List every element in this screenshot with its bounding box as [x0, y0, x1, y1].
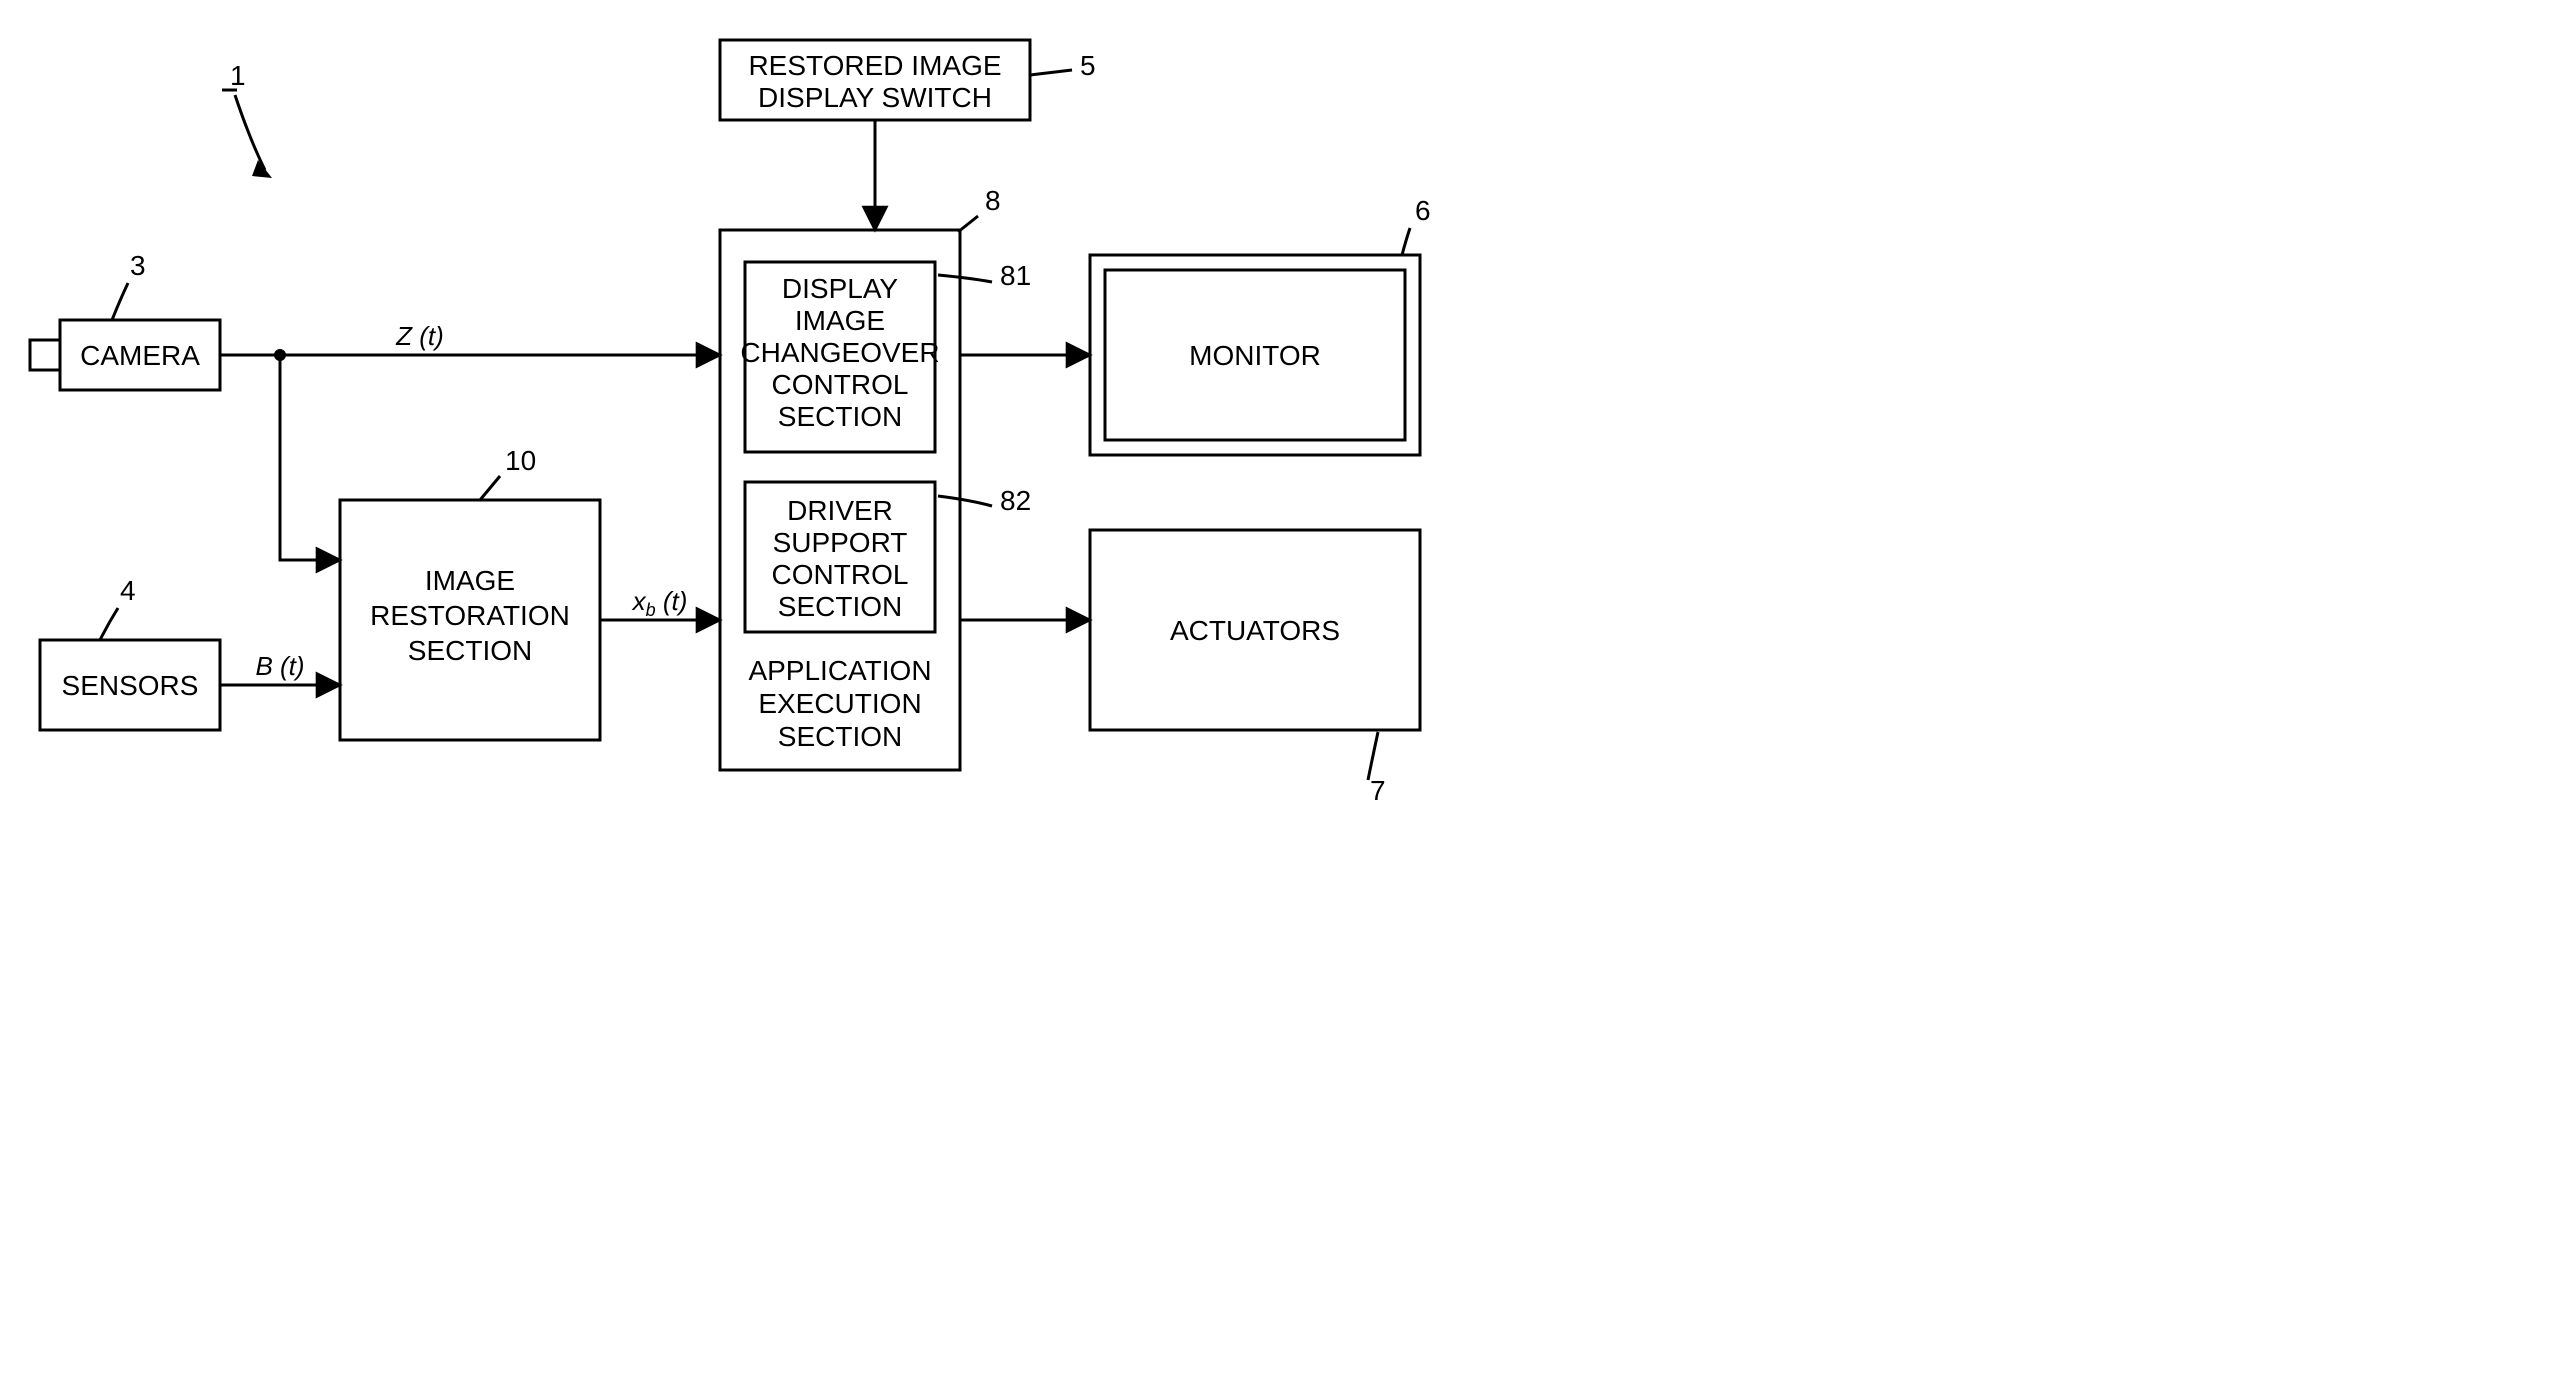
- ref-system: 1: [230, 60, 246, 91]
- ref-restore: 10: [505, 445, 536, 476]
- signal-xbt: xb (t): [631, 586, 688, 620]
- camera-lens: [30, 340, 60, 370]
- drvctrl-l3: CONTROL: [772, 559, 909, 590]
- signal-bt: B (t): [255, 651, 304, 681]
- ref-drvctrl-lead: [938, 496, 992, 506]
- ref-switch-lead: [1030, 70, 1072, 75]
- ref-sensors-lead: [100, 608, 118, 640]
- restore-line2: RESTORATION: [370, 600, 570, 631]
- ref-dispctrl-lead: [938, 275, 992, 282]
- ref-drvctrl: 82: [1000, 485, 1031, 516]
- dispctrl-l4: CONTROL: [772, 369, 909, 400]
- drvctrl-l2: SUPPORT: [773, 527, 908, 558]
- ref-monitor: 6: [1415, 195, 1431, 226]
- dispctrl-l3: CHANGEOVER: [740, 337, 939, 368]
- edge-camera-to-restore-real: [280, 355, 340, 560]
- ref-dispctrl: 81: [1000, 260, 1031, 291]
- ref-appexec-lead: [958, 216, 978, 232]
- ref-system-lead: [235, 95, 265, 170]
- actuators-label: ACTUATORS: [1170, 615, 1340, 646]
- dispctrl-l2: IMAGE: [795, 305, 885, 336]
- ref-restore-lead: [480, 476, 500, 500]
- drvctrl-l4: SECTION: [778, 591, 902, 622]
- switch-line2: DISPLAY SWITCH: [758, 82, 992, 113]
- ref-monitor-lead: [1402, 228, 1410, 255]
- sensors-label: SENSORS: [62, 670, 199, 701]
- ref-camera-lead: [112, 283, 128, 320]
- restore-line3: SECTION: [408, 635, 532, 666]
- ref-switch: 5: [1080, 50, 1096, 81]
- appexec-line1: APPLICATION: [748, 655, 931, 686]
- switch-line1: RESTORED IMAGE: [748, 50, 1001, 81]
- drvctrl-l1: DRIVER: [787, 495, 893, 526]
- ref-camera: 3: [130, 250, 146, 281]
- signal-zt: Z (t): [395, 321, 444, 351]
- ref-appexec: 8: [985, 185, 1001, 216]
- appexec-line2: EXECUTION: [758, 688, 921, 719]
- monitor-label: MONITOR: [1189, 340, 1321, 371]
- ref-sensors: 4: [120, 575, 136, 606]
- ref-actuators-lead: [1368, 732, 1378, 780]
- dispctrl-l1: DISPLAY: [782, 273, 899, 304]
- ref-actuators: 7: [1370, 775, 1386, 806]
- appexec-line3: SECTION: [778, 721, 902, 752]
- dispctrl-l5: SECTION: [778, 401, 902, 432]
- camera-label: CAMERA: [80, 340, 200, 371]
- restore-line1: IMAGE: [425, 565, 515, 596]
